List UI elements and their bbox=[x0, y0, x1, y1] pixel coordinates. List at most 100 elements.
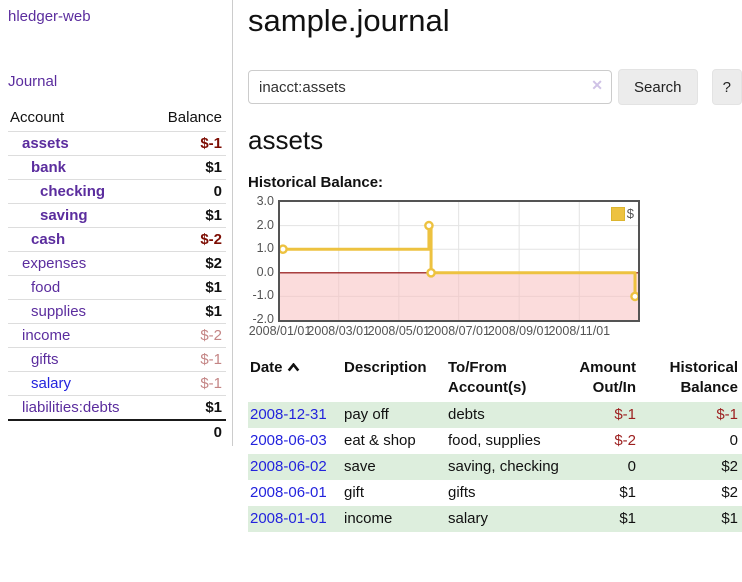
sidebar-account-link[interactable]: bank bbox=[31, 159, 67, 176]
date-column-header[interactable]: Date bbox=[248, 356, 344, 402]
account-row: salary $-1 bbox=[8, 371, 226, 396]
account-row: supplies $1 bbox=[8, 299, 226, 324]
register-date-cell: 2008-01-01 bbox=[248, 506, 344, 532]
account-name-cell: saving bbox=[8, 203, 152, 228]
brand-link[interactable]: hledger-web bbox=[8, 8, 91, 25]
register-amount-cell: $-1 bbox=[614, 406, 636, 423]
account-row: liabilities:debts $1 bbox=[8, 395, 226, 420]
register-header-row: Date Description To/From Account(s) Amou… bbox=[248, 356, 742, 402]
account-row: income $-2 bbox=[8, 323, 226, 348]
main-content: sample.journal ✕ Search ? assets Histori… bbox=[248, 0, 742, 532]
series-label: $ bbox=[626, 206, 634, 221]
account-balance: $-1 bbox=[151, 371, 226, 396]
sidebar-account-link[interactable]: salary bbox=[31, 375, 72, 392]
account-balance: $-1 bbox=[151, 131, 226, 156]
account-name-cell: liabilities:debts bbox=[8, 395, 152, 420]
y-axis-tick: 2.0 bbox=[256, 217, 274, 232]
total-balance: 0 bbox=[151, 419, 226, 444]
account-row: saving $1 bbox=[8, 203, 226, 228]
sidebar-account-link[interactable]: assets bbox=[22, 135, 69, 152]
page-title: sample.journal bbox=[248, 3, 450, 38]
account-column-header: Account bbox=[10, 109, 65, 126]
register-date-link[interactable]: 2008-06-02 bbox=[250, 458, 327, 475]
register-row: 2008-01-01 income salary $1 $1 bbox=[248, 506, 742, 532]
register-balance-cell: $-1 bbox=[716, 406, 738, 423]
chart-canvas bbox=[280, 202, 638, 320]
nav-journal-link[interactable]: Journal bbox=[8, 73, 58, 90]
account-name-cell: salary bbox=[8, 371, 152, 396]
register-date-cell: 2008-06-02 bbox=[248, 454, 344, 480]
sidebar-account-link[interactable]: supplies bbox=[31, 303, 87, 320]
account-name-cell: income bbox=[8, 323, 152, 348]
amount-column-header: Amount Out/In bbox=[579, 359, 636, 396]
account-row: assets $-1 bbox=[8, 131, 226, 156]
x-axis-labels: 2008/01/01 2008/03/01 2008/05/01 2008/07/01… bbox=[249, 322, 640, 340]
account-row: gifts $-1 bbox=[8, 347, 226, 372]
account-balance: $-2 bbox=[151, 323, 226, 348]
sidebar-account-link[interactable]: food bbox=[31, 279, 61, 296]
account-name-cell: checking bbox=[8, 179, 152, 204]
balance-column-header-register: Historical Balance bbox=[669, 359, 738, 396]
sidebar-account-link[interactable]: expenses bbox=[22, 255, 87, 272]
x-axis-tick: 2008/03/01 bbox=[307, 324, 370, 338]
account-balance: $-1 bbox=[151, 347, 226, 372]
account-balance: 0 bbox=[151, 179, 226, 204]
balance-chart: 3.0 2.0 1.0 0.0 -1.0 -2.0 $ 2008/01/01 2008/03… bbox=[248, 194, 640, 340]
register-row: 2008-12-31 pay off debts $-1 $-1 bbox=[248, 402, 742, 428]
account-row: food $1 bbox=[8, 275, 226, 300]
register-date-cell: 2008-06-01 bbox=[248, 480, 344, 506]
sidebar-account-link[interactable]: income bbox=[22, 327, 71, 344]
register-amount-cell: $1 bbox=[619, 510, 636, 527]
sidebar-account-link[interactable]: cash bbox=[31, 231, 66, 248]
register-date-cell: 2008-06-03 bbox=[248, 428, 344, 454]
account-table-header-row: Account Balance bbox=[8, 107, 226, 132]
chart-plot-area[interactable]: $ bbox=[278, 200, 640, 322]
sidebar-divider bbox=[232, 0, 233, 446]
x-axis-tick: 2008/07/01 bbox=[427, 324, 490, 338]
sidebar-account-link[interactable]: gifts bbox=[31, 351, 59, 368]
chart-title: Historical Balance: bbox=[248, 174, 384, 191]
register-date-link[interactable]: 2008-06-01 bbox=[250, 484, 327, 501]
search-input[interactable] bbox=[248, 70, 612, 104]
account-balance: $1 bbox=[151, 395, 226, 420]
account-name-cell: assets bbox=[8, 131, 152, 156]
account-name-cell: supplies bbox=[8, 299, 152, 324]
account-balance: $1 bbox=[151, 155, 226, 180]
register-date-link[interactable]: 2008-01-01 bbox=[250, 510, 327, 527]
register-balance-cell: $1 bbox=[721, 510, 738, 527]
account-heading: assets bbox=[248, 125, 324, 155]
register-accounts-cell: salary bbox=[448, 510, 489, 527]
register-date-link[interactable]: 2008-06-03 bbox=[250, 432, 327, 449]
y-axis-tick: -1.0 bbox=[252, 288, 274, 303]
date-header-label: Date bbox=[250, 359, 283, 376]
clear-search-icon[interactable]: ✕ bbox=[591, 77, 603, 93]
account-balance: $1 bbox=[151, 203, 226, 228]
register-description-cell: save bbox=[344, 458, 376, 475]
sort-ascending-icon bbox=[287, 358, 300, 378]
description-column-header: Description bbox=[344, 359, 427, 376]
search-input-wrap: ✕ bbox=[248, 70, 612, 104]
register-accounts-cell: gifts bbox=[448, 484, 476, 501]
register-row: 2008-06-01 gift gifts $1 $2 bbox=[248, 480, 742, 506]
help-button[interactable]: ? bbox=[711, 69, 742, 105]
chart-legend: $ bbox=[609, 205, 635, 222]
account-name-cell: cash bbox=[8, 227, 152, 252]
register-accounts-cell: food, supplies bbox=[448, 432, 541, 449]
account-tree-table: Account Balance assets $-1 bank $1 checking 0… bbox=[8, 107, 226, 444]
register-date-link[interactable]: 2008-12-31 bbox=[250, 406, 327, 423]
x-axis-tick: 2008/11/01 bbox=[548, 324, 611, 338]
sidebar-account-link[interactable]: liabilities:debts bbox=[22, 399, 120, 416]
register-description-cell: pay off bbox=[344, 406, 389, 423]
series-swatch-icon bbox=[610, 206, 625, 221]
account-total-row: 0 bbox=[8, 419, 226, 444]
sidebar-account-link[interactable]: saving bbox=[40, 207, 88, 224]
y-axis-tick: 3.0 bbox=[256, 194, 274, 208]
search-button[interactable]: Search bbox=[618, 69, 698, 105]
account-balance: $2 bbox=[151, 251, 226, 276]
sidebar-account-link[interactable]: checking bbox=[40, 183, 106, 200]
register-description-cell: eat & shop bbox=[344, 432, 416, 449]
register-description-cell: income bbox=[344, 510, 393, 527]
register-date-cell: 2008-12-31 bbox=[248, 402, 344, 428]
account-name-cell: expenses bbox=[8, 251, 152, 276]
